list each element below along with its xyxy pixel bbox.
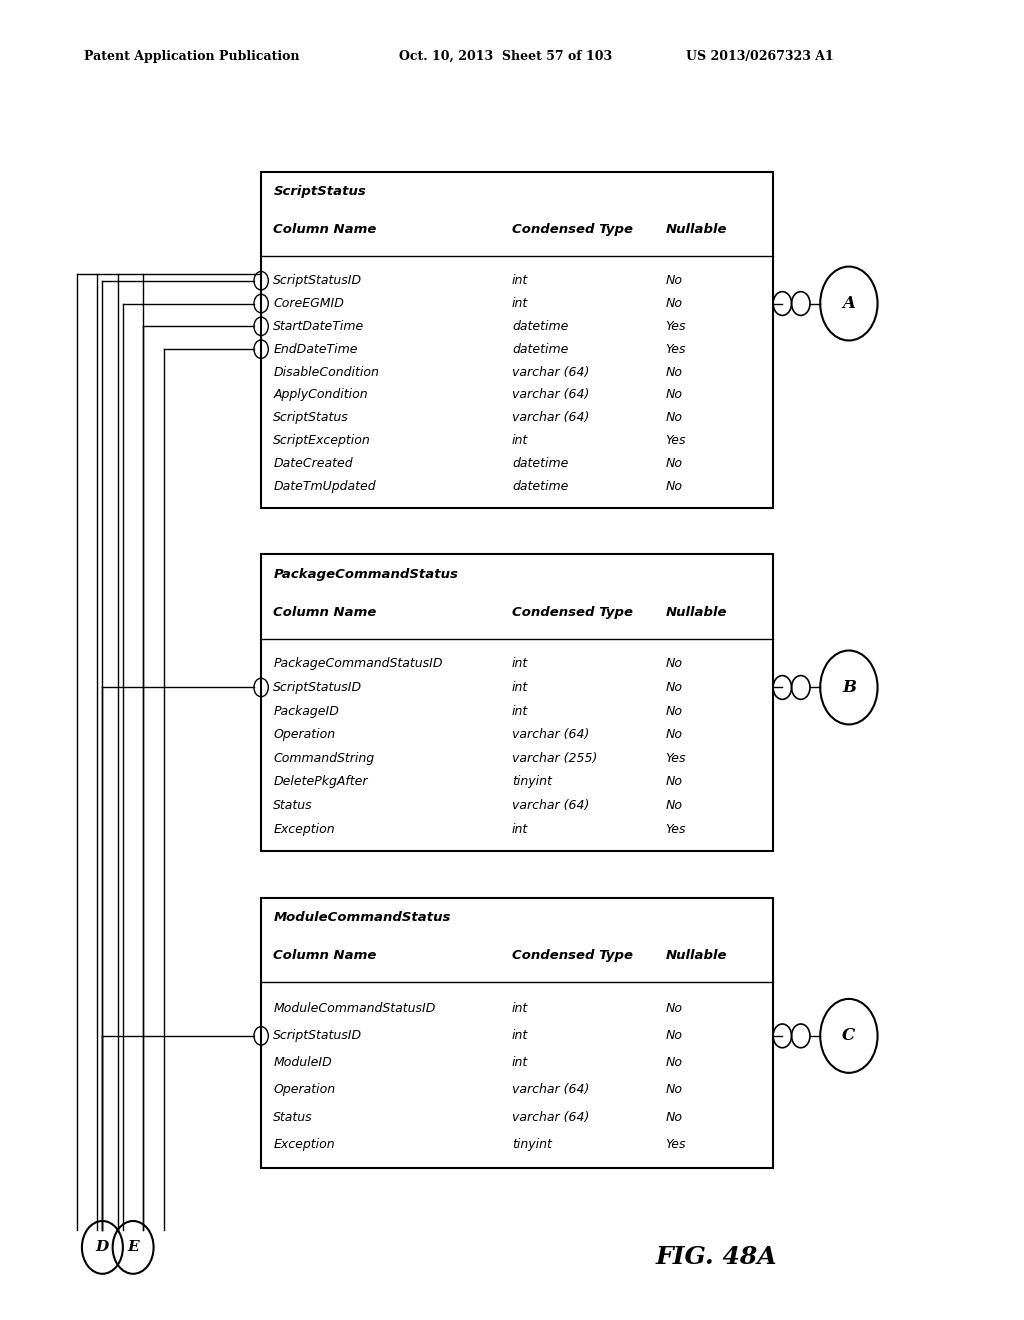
Text: varchar (64): varchar (64) xyxy=(512,1110,590,1123)
Text: datetime: datetime xyxy=(512,457,568,470)
Text: int: int xyxy=(512,297,528,310)
Text: Nullable: Nullable xyxy=(666,223,727,236)
Text: int: int xyxy=(512,1002,528,1015)
Text: varchar (64): varchar (64) xyxy=(512,1084,590,1097)
Bar xyxy=(261,898,773,1168)
Text: No: No xyxy=(666,729,683,741)
Text: PackageCommandStatus: PackageCommandStatus xyxy=(273,568,459,581)
Text: datetime: datetime xyxy=(512,319,568,333)
Text: ModuleCommandStatusID: ModuleCommandStatusID xyxy=(273,1002,436,1015)
Text: Column Name: Column Name xyxy=(273,606,377,619)
Text: No: No xyxy=(666,388,683,401)
Text: Column Name: Column Name xyxy=(273,949,377,962)
Text: ModuleID: ModuleID xyxy=(273,1056,332,1069)
Text: ModuleCommandStatus: ModuleCommandStatus xyxy=(273,911,451,924)
Text: ScriptException: ScriptException xyxy=(273,434,371,447)
Text: No: No xyxy=(666,799,683,812)
Text: CoreEGMID: CoreEGMID xyxy=(273,297,344,310)
Text: ScriptStatus: ScriptStatus xyxy=(273,185,367,198)
Text: int: int xyxy=(512,434,528,447)
Text: PackageID: PackageID xyxy=(273,705,339,718)
Text: ScriptStatusID: ScriptStatusID xyxy=(273,681,362,694)
Text: ScriptStatus: ScriptStatus xyxy=(273,412,349,424)
Text: Yes: Yes xyxy=(666,1138,686,1151)
Text: varchar (64): varchar (64) xyxy=(512,388,590,401)
Text: No: No xyxy=(666,366,683,379)
Text: Operation: Operation xyxy=(273,1084,336,1097)
Text: Yes: Yes xyxy=(666,319,686,333)
Text: No: No xyxy=(666,479,683,492)
Text: varchar (255): varchar (255) xyxy=(512,752,597,764)
Text: ScriptStatusID: ScriptStatusID xyxy=(273,1030,362,1043)
Text: EndDateTime: EndDateTime xyxy=(273,343,358,355)
Text: int: int xyxy=(512,681,528,694)
Text: Yes: Yes xyxy=(666,343,686,355)
Text: No: No xyxy=(666,275,683,288)
Text: A: A xyxy=(843,296,855,312)
Bar xyxy=(261,554,773,851)
Text: PackageCommandStatusID: PackageCommandStatusID xyxy=(273,657,443,671)
Text: tinyint: tinyint xyxy=(512,1138,552,1151)
Text: int: int xyxy=(512,822,528,836)
Text: Oct. 10, 2013  Sheet 57 of 103: Oct. 10, 2013 Sheet 57 of 103 xyxy=(399,50,612,63)
Text: Condensed Type: Condensed Type xyxy=(512,606,633,619)
Text: No: No xyxy=(666,1084,683,1097)
Text: Column Name: Column Name xyxy=(273,223,377,236)
Text: Status: Status xyxy=(273,799,313,812)
Text: No: No xyxy=(666,1002,683,1015)
Text: int: int xyxy=(512,1030,528,1043)
Text: No: No xyxy=(666,412,683,424)
Text: StartDateTime: StartDateTime xyxy=(273,319,365,333)
Text: B: B xyxy=(842,678,856,696)
Text: Status: Status xyxy=(273,1110,313,1123)
Text: Nullable: Nullable xyxy=(666,949,727,962)
Text: D: D xyxy=(96,1241,109,1254)
Text: ScriptStatusID: ScriptStatusID xyxy=(273,275,362,288)
Text: No: No xyxy=(666,1030,683,1043)
Text: DateTmUpdated: DateTmUpdated xyxy=(273,479,376,492)
Text: No: No xyxy=(666,457,683,470)
Text: datetime: datetime xyxy=(512,343,568,355)
Text: No: No xyxy=(666,681,683,694)
Text: No: No xyxy=(666,775,683,788)
Text: No: No xyxy=(666,705,683,718)
Text: Exception: Exception xyxy=(273,1138,335,1151)
Text: varchar (64): varchar (64) xyxy=(512,412,590,424)
Text: varchar (64): varchar (64) xyxy=(512,799,590,812)
Text: E: E xyxy=(127,1241,139,1254)
Text: No: No xyxy=(666,297,683,310)
Text: datetime: datetime xyxy=(512,479,568,492)
Text: Yes: Yes xyxy=(666,822,686,836)
Text: int: int xyxy=(512,657,528,671)
Text: DeletePkgAfter: DeletePkgAfter xyxy=(273,775,368,788)
Text: No: No xyxy=(666,1110,683,1123)
Text: varchar (64): varchar (64) xyxy=(512,366,590,379)
Text: Patent Application Publication: Patent Application Publication xyxy=(84,50,299,63)
Text: CommandString: CommandString xyxy=(273,752,375,764)
Text: DisableCondition: DisableCondition xyxy=(273,366,379,379)
Text: US 2013/0267323 A1: US 2013/0267323 A1 xyxy=(686,50,834,63)
Text: Operation: Operation xyxy=(273,729,336,741)
Text: int: int xyxy=(512,275,528,288)
Text: DateCreated: DateCreated xyxy=(273,457,353,470)
Text: ApplyCondition: ApplyCondition xyxy=(273,388,368,401)
Text: int: int xyxy=(512,705,528,718)
Text: int: int xyxy=(512,1056,528,1069)
Text: tinyint: tinyint xyxy=(512,775,552,788)
Text: FIG. 48A: FIG. 48A xyxy=(656,1245,777,1269)
Text: varchar (64): varchar (64) xyxy=(512,729,590,741)
Text: Condensed Type: Condensed Type xyxy=(512,223,633,236)
Text: No: No xyxy=(666,657,683,671)
Text: No: No xyxy=(666,1056,683,1069)
Text: Yes: Yes xyxy=(666,434,686,447)
Text: C: C xyxy=(843,1027,855,1044)
Text: Yes: Yes xyxy=(666,752,686,764)
Text: Condensed Type: Condensed Type xyxy=(512,949,633,962)
Text: Exception: Exception xyxy=(273,822,335,836)
Bar xyxy=(261,172,773,508)
Text: Nullable: Nullable xyxy=(666,606,727,619)
